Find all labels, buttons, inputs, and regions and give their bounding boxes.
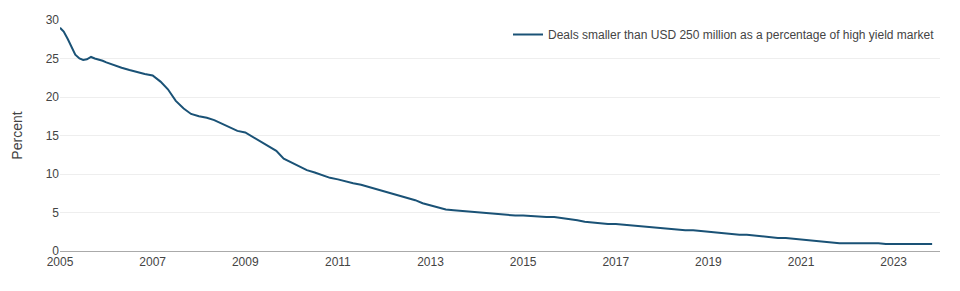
svg-text:10: 10 [46, 167, 60, 181]
svg-text:2017: 2017 [602, 255, 629, 269]
svg-text:2019: 2019 [695, 255, 722, 269]
svg-text:2005: 2005 [47, 255, 74, 269]
svg-text:Deals smaller than USD 250 mil: Deals smaller than USD 250 million as a … [548, 28, 934, 42]
svg-text:2009: 2009 [232, 255, 259, 269]
svg-text:25: 25 [46, 52, 60, 66]
svg-text:2021: 2021 [788, 255, 815, 269]
svg-text:2013: 2013 [417, 255, 444, 269]
svg-text:30: 30 [46, 13, 60, 27]
svg-text:15: 15 [46, 129, 60, 143]
svg-text:2011: 2011 [325, 255, 351, 269]
svg-text:20: 20 [46, 90, 60, 104]
svg-text:2023: 2023 [880, 255, 907, 269]
svg-text:Percent: Percent [9, 111, 25, 159]
svg-text:0: 0 [52, 244, 59, 258]
svg-text:2015: 2015 [510, 255, 537, 269]
svg-text:5: 5 [52, 206, 59, 220]
svg-text:2007: 2007 [139, 255, 166, 269]
